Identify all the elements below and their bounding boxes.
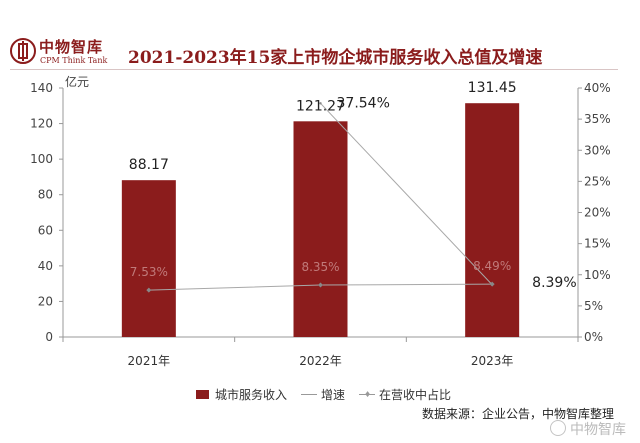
- watermark-text: 中物智库: [570, 422, 626, 438]
- legend-item-growth: 增速: [301, 386, 345, 403]
- y-left-tick-label: 20: [38, 294, 53, 308]
- share-value-label: 7.53%: [130, 265, 168, 279]
- y-left-tick-label: 80: [38, 188, 53, 202]
- share-value-label: 8.49%: [473, 259, 511, 273]
- bar-series: [121, 103, 520, 337]
- chart-title: 2021-2023年15家上市物企城市服务收入总值及增速: [128, 48, 543, 68]
- share-value-label: 8.35%: [301, 260, 339, 274]
- y-right-tick-label: 30%: [584, 143, 611, 157]
- y-right-tick-label: 15%: [584, 237, 611, 251]
- legend-bar-label: 城市服务收入: [215, 388, 288, 402]
- y-right-tick-label: 25%: [584, 174, 611, 188]
- bar: [293, 121, 348, 337]
- y-right-tick-label: 35%: [584, 112, 611, 126]
- growth-value-label: 8.39%: [532, 275, 576, 291]
- bar-value-label: 131.45: [468, 80, 517, 96]
- line-series: [146, 102, 495, 293]
- y-left-tick-label: 140: [30, 81, 53, 95]
- brand-name-cn: 中物智库: [39, 38, 104, 56]
- bar-value-label: 121.27: [296, 98, 345, 114]
- legend-item-share: ♦ 在营收中占比: [359, 386, 451, 403]
- y-left-tick-label: 100: [30, 152, 53, 166]
- watermark: 中物智库: [550, 419, 626, 439]
- growth-line: [320, 102, 493, 286]
- legend-growth-label: 增速: [321, 388, 346, 402]
- x-tick-label: 2022年: [299, 354, 342, 368]
- data-source-note: 数据来源：企业公告，中物智库整理: [421, 407, 614, 421]
- data-labels: 88.17 121.27 131.45 37.54% 8.39% 7.53% 8.35% 8.…: [129, 80, 577, 291]
- weibo-icon: [550, 420, 566, 436]
- y-right-tick-label: 5%: [584, 299, 603, 313]
- legend-item-bar: 城市服务收入: [196, 386, 287, 403]
- share-point: [489, 281, 495, 287]
- share-point: [318, 282, 323, 288]
- brand-name-en: CPM Think Tank: [40, 56, 108, 65]
- growth-value-label: 37.54%: [337, 95, 390, 111]
- chart-legend: 城市服务收入 增速 ♦ 在营收中占比: [196, 386, 465, 403]
- y-left-unit-label: 亿元: [65, 74, 89, 89]
- bar-value-label: 88.17: [129, 157, 169, 173]
- bar: [465, 103, 520, 337]
- legend-bar-swatch: [196, 390, 209, 399]
- y-left-tick-label: 120: [30, 117, 53, 131]
- y-left-tick-label: 0: [45, 330, 53, 344]
- y-right-tick-label: 0%: [584, 330, 603, 344]
- bar: [121, 180, 176, 337]
- x-tick-label: 2023年: [471, 354, 514, 368]
- y-left-tick-label: 60: [38, 223, 53, 237]
- title-divider: [10, 69, 618, 70]
- y-right-tick-label: 10%: [584, 268, 611, 282]
- x-tick-label: 2021年: [128, 354, 171, 368]
- growth-point: [319, 102, 322, 105]
- y-right-tick-label: 40%: [584, 81, 611, 95]
- y-right-tick-label: 20%: [584, 206, 611, 220]
- legend-growth-line: [301, 394, 318, 395]
- legend-share-line: ♦: [359, 391, 376, 399]
- brand-mark-icon: [10, 38, 36, 64]
- y-left-tick-label: 40: [38, 259, 53, 273]
- share-point: [146, 287, 152, 293]
- brand-logo: 中物智库 CPM Think Tank: [10, 36, 110, 70]
- legend-share-label: 在营收中占比: [379, 388, 452, 402]
